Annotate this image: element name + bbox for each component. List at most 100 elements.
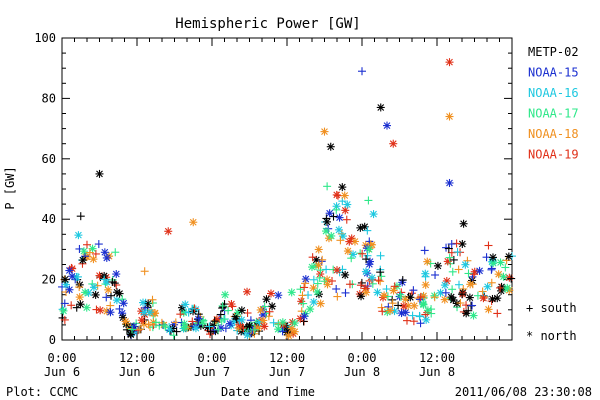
south-marker — [409, 286, 418, 295]
y-tick-label: 60 — [42, 152, 56, 166]
north-marker — [380, 291, 389, 300]
x-tick-date-label: Jun 8 — [344, 365, 380, 379]
north-marker — [65, 285, 74, 294]
south-marker — [322, 265, 331, 274]
south-marker — [426, 259, 435, 268]
south-marker — [388, 299, 397, 308]
north-marker — [505, 273, 514, 282]
north-marker — [112, 296, 121, 305]
south-marker — [278, 327, 287, 336]
north-marker — [189, 218, 198, 227]
north-marker — [126, 330, 135, 339]
north-marker — [96, 306, 105, 315]
north-marker — [227, 300, 236, 309]
south-marker — [92, 305, 101, 314]
north-marker — [259, 316, 268, 325]
north-marker — [389, 286, 398, 295]
north-marker — [499, 272, 508, 281]
y-tick-label: 0 — [49, 333, 56, 347]
north-marker — [343, 200, 352, 209]
south-marker — [336, 236, 345, 245]
south-marker — [363, 251, 372, 260]
south-marker — [469, 270, 478, 279]
north-marker — [484, 305, 493, 314]
legend-entry-noaa-18: NOAA-18 — [528, 127, 579, 141]
north-marker — [139, 298, 148, 307]
south-marker — [416, 293, 425, 302]
north-marker — [449, 295, 458, 304]
south-marker — [487, 278, 496, 287]
south-marker — [309, 275, 318, 284]
south-marker — [172, 327, 181, 336]
north-marker — [75, 293, 84, 302]
north-marker — [62, 280, 71, 289]
north-marker — [483, 282, 492, 291]
north-marker — [504, 252, 513, 261]
north-marker — [316, 299, 325, 308]
north-marker — [82, 303, 91, 312]
south-marker — [396, 292, 405, 301]
north-marker — [78, 256, 87, 265]
x-tick-time-label: 12:00 — [269, 351, 305, 365]
south-marker — [454, 265, 463, 274]
north-marker — [284, 331, 293, 340]
legend-entry-noaa-16: NOAA-16 — [528, 86, 579, 100]
south-marker — [454, 280, 463, 289]
south-marker — [60, 299, 69, 308]
north-marker — [75, 280, 84, 289]
plot-frame — [61, 37, 513, 341]
south-marker — [449, 255, 458, 264]
north-marker — [333, 266, 342, 275]
south-marker — [82, 240, 91, 249]
north-marker — [349, 250, 358, 259]
north-marker — [314, 261, 323, 270]
south-marker — [374, 276, 383, 285]
south-marker — [420, 246, 429, 255]
north-marker — [323, 280, 332, 289]
north-marker — [479, 294, 488, 303]
south-marker — [332, 284, 341, 293]
marker-legend-south: + south — [526, 301, 577, 315]
south-marker — [301, 279, 310, 288]
north-marker — [376, 103, 385, 112]
north-marker — [262, 295, 271, 304]
x-tick-time-label: 12:00 — [119, 351, 155, 365]
north-marker — [321, 227, 330, 236]
south-marker — [194, 314, 203, 323]
north-marker — [268, 302, 277, 311]
north-marker — [89, 283, 98, 292]
north-marker — [475, 266, 484, 275]
x-tick-date-label: Jun 6 — [119, 365, 155, 379]
south-marker — [161, 322, 170, 331]
north-marker — [237, 315, 246, 324]
south-marker — [464, 269, 473, 278]
north-marker — [256, 305, 265, 314]
north-marker — [59, 306, 68, 315]
footer-timestamp: 2011/06/08 23:30:08 — [455, 385, 592, 399]
south-marker — [444, 244, 453, 253]
south-marker — [111, 248, 120, 257]
north-marker — [104, 285, 113, 294]
north-marker — [335, 213, 344, 222]
north-marker — [369, 210, 378, 219]
north-marker — [137, 316, 146, 325]
south-marker — [364, 196, 373, 205]
south-marker — [378, 307, 387, 316]
north-marker — [237, 306, 246, 315]
south-marker — [363, 226, 372, 235]
south-marker — [134, 326, 143, 335]
north-marker — [89, 255, 98, 264]
north-marker — [496, 258, 505, 267]
south-marker — [67, 301, 76, 310]
north-marker — [91, 290, 100, 299]
south-marker — [260, 302, 269, 311]
north-marker — [260, 322, 269, 331]
north-marker — [445, 112, 454, 121]
north-marker — [357, 292, 366, 301]
north-marker — [145, 308, 154, 317]
chart-title: Hemispheric Power [GW] — [175, 16, 360, 32]
footer-credit: Plot: CCMC — [6, 385, 78, 399]
north-marker — [445, 58, 454, 67]
south-marker — [327, 276, 336, 285]
north-marker — [119, 299, 128, 308]
